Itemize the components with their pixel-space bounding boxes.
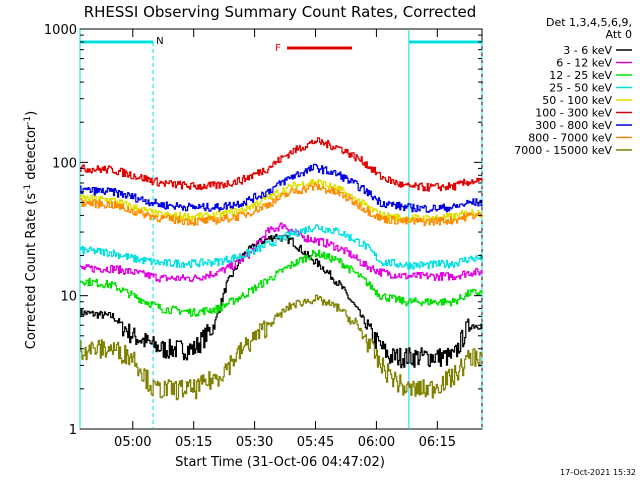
series-line-1 — [80, 222, 483, 283]
legend-header-line-1: Det 1,3,4,5,6,9, — [546, 16, 632, 29]
x-tick-label-0: 05:00 — [114, 435, 151, 450]
y-axis-label-sup2: -1 — [23, 116, 33, 125]
legend-label-5: 100 - 300 keV — [535, 107, 612, 120]
y-tick-label-2: 100 — [52, 156, 77, 171]
legend-label-3: 25 - 50 keV — [549, 82, 612, 95]
legend-label-0: 3 - 6 keV — [563, 44, 612, 57]
chart-marks: NF — [79, 29, 483, 429]
flare-label: F — [275, 43, 281, 54]
legend-label-2: 12 - 25 keV — [549, 69, 612, 82]
y-tick-label-0: 1 — [69, 423, 77, 438]
series-line-2 — [80, 249, 483, 317]
legend-label-7: 800 - 7000 keV — [528, 132, 612, 145]
x-axis-label: Start Time (31-Oct-06 04:47:02) — [175, 455, 385, 470]
series-line-6 — [80, 163, 483, 213]
footer-timestamp: 17-Oct-2021 15:32 — [560, 468, 636, 477]
series-line-7 — [80, 182, 483, 227]
x-tick-label-1: 05:15 — [175, 435, 212, 450]
chart-title: RHESSI Observing Summary Count Rates, Co… — [84, 3, 477, 21]
series-line-8 — [80, 294, 483, 401]
y-axis-label-mid: detector — [24, 124, 39, 184]
x-tick-label-5: 06:15 — [419, 435, 456, 450]
legend-header-line-2: Att 0 — [606, 28, 632, 41]
y-tick-label-3: 1000 — [44, 23, 77, 38]
y-axis-label-end: ) — [24, 111, 39, 116]
chart-axes: 1 10 100 1000 05:00 05:15 05:30 05:45 06:00 06:15 — [44, 23, 482, 450]
y-axis-label-sup1: -1 — [23, 184, 33, 193]
series-line-3 — [80, 224, 483, 270]
legend-label-6: 300 - 800 keV — [535, 119, 612, 132]
night-label: N — [156, 36, 163, 47]
series-line-5 — [80, 137, 483, 192]
legend-label-8: 7000 - 15000 keV — [514, 144, 612, 157]
legend-label-1: 6 - 12 keV — [556, 57, 612, 70]
legend-label-4: 50 - 100 keV — [542, 94, 612, 107]
x-tick-label-2: 05:30 — [236, 435, 273, 450]
y-tick-label-1: 10 — [60, 290, 77, 305]
x-tick-label-3: 05:45 — [297, 435, 334, 450]
y-axis-label-main: Corrected Count Rate (s — [24, 193, 39, 350]
y-axis-label: Corrected Count Rate (s-1 detector-1) — [23, 111, 39, 349]
x-tick-label-4: 06:00 — [358, 435, 395, 450]
